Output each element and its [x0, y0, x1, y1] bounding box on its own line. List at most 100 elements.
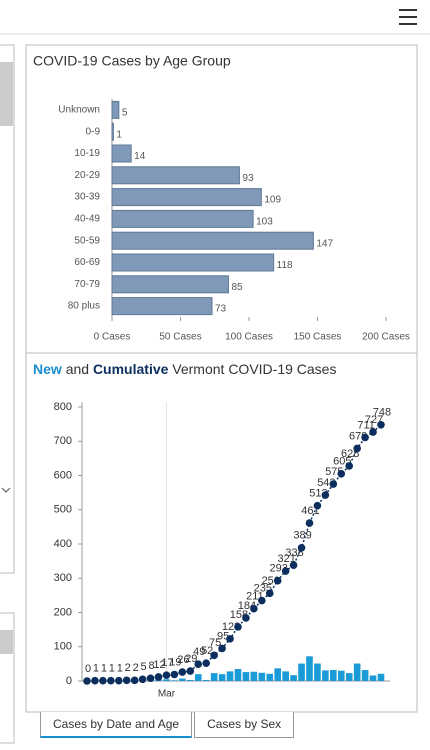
- bar: [250, 671, 258, 681]
- point: [107, 676, 115, 685]
- scrollbar-thumb[interactable]: [0, 62, 13, 126]
- point: [329, 480, 338, 488]
- left-panel: [0, 44, 15, 574]
- x-tick-label: 150 Cases: [294, 332, 342, 343]
- bar: [234, 669, 242, 681]
- value-label: 95: [217, 630, 229, 642]
- y-tick-label: 20-29: [74, 170, 100, 181]
- value-label: 711: [357, 419, 375, 431]
- bar: [194, 674, 202, 681]
- point: [146, 674, 155, 683]
- x-tick-label: 0 Cases: [94, 332, 131, 343]
- point: [250, 604, 258, 613]
- value-label: 2: [125, 662, 131, 674]
- bar: [111, 209, 254, 228]
- chevron[interactable]: [1, 487, 11, 493]
- top-bar: [0, 0, 430, 34]
- y-tick-label: 100: [54, 641, 72, 653]
- point: [377, 421, 385, 429]
- point: [273, 576, 282, 585]
- y-tick-label: Unknown: [58, 105, 100, 116]
- point: [281, 567, 290, 575]
- point: [210, 651, 218, 660]
- y-tick-label: 700: [54, 435, 72, 447]
- bar: [369, 675, 377, 681]
- value-label: 1: [117, 663, 123, 675]
- bar: [353, 663, 361, 681]
- y-tick-label: 500: [54, 504, 72, 516]
- point: [91, 676, 99, 685]
- bar: [226, 671, 234, 681]
- y-tick-label: 60-69: [74, 257, 100, 268]
- bar: [290, 675, 297, 681]
- value-label: 1: [101, 663, 107, 675]
- point: [361, 433, 369, 442]
- bar: [171, 680, 178, 681]
- bar: [111, 144, 132, 163]
- point: [162, 671, 171, 679]
- value-label: 29: [185, 653, 197, 665]
- bar: [111, 100, 120, 119]
- bar: [274, 668, 282, 681]
- point: [170, 670, 179, 679]
- value-label: 2: [133, 662, 139, 674]
- chart-title: COVID-19 Cases by Age Group: [33, 53, 231, 69]
- y-tick-label: 10-19: [74, 148, 100, 159]
- value-label: 5: [122, 108, 128, 119]
- point: [234, 623, 242, 631]
- title-part: and: [66, 361, 89, 377]
- bar: [258, 672, 266, 681]
- point: [99, 676, 107, 685]
- bar: [111, 231, 314, 250]
- point: [337, 469, 346, 478]
- point: [345, 462, 354, 470]
- bar: [322, 670, 329, 681]
- menu-button[interactable]: [399, 9, 417, 25]
- value-label: 73: [215, 304, 227, 315]
- y-tick-label: 0: [66, 675, 72, 687]
- value-label: 14: [134, 151, 146, 162]
- bar: [337, 670, 345, 681]
- value-label: 1: [93, 663, 99, 675]
- bar: [361, 670, 369, 681]
- chart-panel: [25, 352, 418, 713]
- point: [369, 428, 377, 436]
- point: [202, 659, 210, 667]
- bar: [218, 674, 226, 681]
- bar: [377, 673, 385, 681]
- title-part: Cumulative: [93, 361, 169, 377]
- value-label: 85: [231, 282, 243, 293]
- bar: [242, 672, 250, 681]
- value-label: 147: [316, 238, 333, 249]
- value-label: 1: [109, 663, 115, 675]
- point: [226, 635, 234, 643]
- value-label: 109: [264, 195, 281, 206]
- bar: [314, 663, 321, 681]
- chart-title: New and Cumulative Vermont COVID-19 Case…: [33, 361, 336, 377]
- y-tick-label: 200: [54, 606, 72, 618]
- bar: [282, 671, 289, 681]
- bar: [111, 188, 262, 207]
- y-tick-label: 600: [54, 469, 72, 481]
- y-tick-label: 800: [54, 401, 72, 413]
- point: [122, 676, 131, 685]
- tab[interactable]: Cases by Date and Age: [40, 712, 193, 738]
- value-label: 52: [201, 645, 213, 657]
- value-label: 0: [85, 663, 91, 675]
- bar: [298, 663, 305, 681]
- scrollbar-thumb[interactable]: [0, 630, 13, 654]
- bar: [111, 275, 229, 294]
- value-label: 389: [293, 530, 311, 542]
- value-label: 75: [209, 637, 221, 649]
- y-tick-label: 40-49: [74, 214, 100, 225]
- point: [258, 596, 266, 605]
- y-tick-label: 30-39: [74, 192, 100, 203]
- value-label: 748: [373, 407, 391, 419]
- x-tick-label: 200 Cases: [362, 332, 410, 343]
- tab[interactable]: Cases by Sex: [194, 712, 295, 738]
- y-tick-label: 0-9: [86, 126, 101, 137]
- point: [178, 668, 187, 676]
